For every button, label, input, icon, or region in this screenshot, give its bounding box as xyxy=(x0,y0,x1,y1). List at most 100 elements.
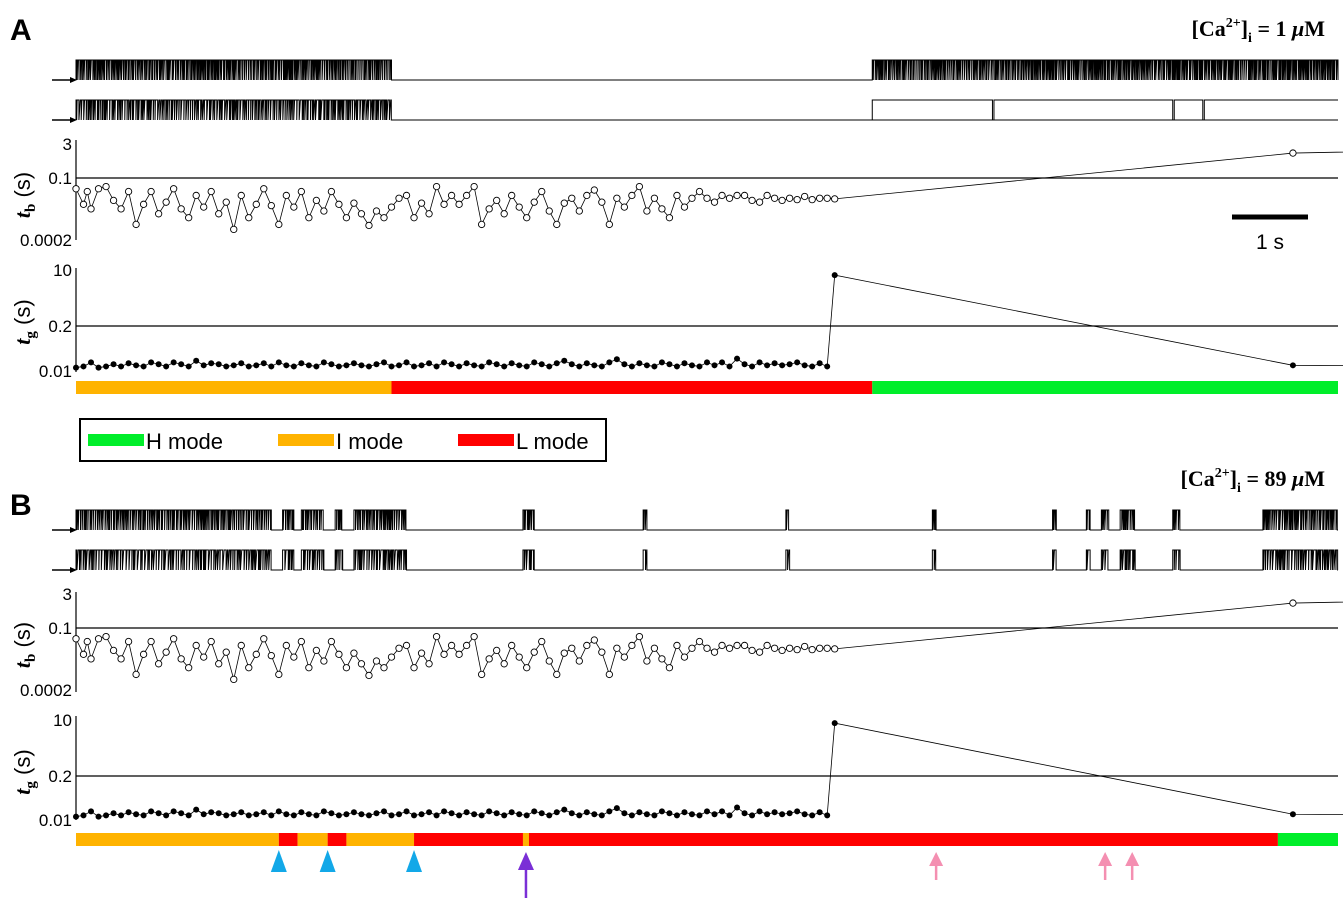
tb-point xyxy=(447,641,456,650)
tg-point xyxy=(396,811,403,818)
tb-tick-0.1-b: 0.1 xyxy=(48,619,72,638)
tb-point xyxy=(177,655,185,663)
calcium-label-a: [Ca2+]i = 1 μM xyxy=(1192,16,1326,46)
tg-point xyxy=(786,810,793,817)
tg-point xyxy=(433,812,440,819)
tb-point xyxy=(72,635,80,643)
tb-point xyxy=(793,195,801,204)
tg-point xyxy=(193,806,200,813)
tb-point xyxy=(230,225,238,234)
tg-point xyxy=(403,359,410,366)
tg-point xyxy=(441,808,448,815)
tg-point xyxy=(268,363,275,370)
tg-point xyxy=(456,363,463,370)
tb-point xyxy=(613,194,621,202)
tg-point xyxy=(148,808,155,815)
tg-point xyxy=(373,361,380,368)
tb-point xyxy=(575,657,583,665)
tb-point xyxy=(695,187,704,196)
tb-point xyxy=(320,657,328,665)
tb-point xyxy=(605,220,613,229)
tg-point xyxy=(561,357,568,364)
tg-point xyxy=(275,808,282,815)
tg-point xyxy=(245,363,252,370)
mode-segment-i xyxy=(76,381,392,394)
tb-point xyxy=(793,645,801,654)
tg-point xyxy=(704,359,710,366)
tg-point xyxy=(170,359,177,366)
tg-point xyxy=(831,272,838,279)
tb-point xyxy=(688,644,696,652)
tg-point xyxy=(350,360,357,367)
tb-point xyxy=(79,650,88,658)
tg-point xyxy=(786,361,793,368)
tg-point xyxy=(298,809,305,816)
tb-point xyxy=(94,185,103,193)
tb-point xyxy=(335,650,343,658)
tb-point xyxy=(770,644,779,652)
tb-point xyxy=(425,660,433,668)
tb-point xyxy=(432,182,441,191)
tg-point xyxy=(456,812,463,819)
tg-point xyxy=(140,363,147,370)
tg-point xyxy=(283,811,290,818)
tg-tick-0.2-b: 0.2 xyxy=(48,767,72,786)
tg-point xyxy=(666,361,673,368)
tg-point xyxy=(824,812,831,819)
tg-point xyxy=(388,363,395,370)
tg-point xyxy=(809,812,816,819)
tb-tick-0.0002-b: 0.0002 xyxy=(20,681,72,700)
tg-point xyxy=(658,359,665,366)
tb-point xyxy=(335,200,343,208)
tg-point xyxy=(155,810,162,817)
tg-point xyxy=(358,362,365,369)
tb-point xyxy=(455,200,463,208)
tb-point xyxy=(350,649,358,657)
tb-point xyxy=(327,637,336,646)
tg-tick-0.01-a: 0.01 xyxy=(39,362,72,381)
trace-path xyxy=(75,549,1339,571)
tg-series-line xyxy=(75,274,1343,369)
tg-point xyxy=(501,812,508,819)
tb-plot-a: 3 0.1 0.0002 tb (s) xyxy=(10,135,1343,250)
tb-point xyxy=(245,664,253,672)
tb-point xyxy=(290,203,298,211)
tg-point xyxy=(268,812,275,819)
tb-point xyxy=(117,205,125,213)
tb-point xyxy=(755,198,764,206)
tb-point xyxy=(312,646,321,655)
tg-point xyxy=(418,362,425,369)
tg-point xyxy=(358,811,365,818)
tb-point xyxy=(725,644,734,652)
tg-point xyxy=(328,810,335,817)
tb-point xyxy=(162,198,170,206)
tg-plot-a: 10 0.2 0.01 tg (s) xyxy=(10,261,1343,381)
tb-point xyxy=(673,641,681,650)
tb-point xyxy=(305,214,313,222)
tb-point xyxy=(320,207,328,215)
tb-point xyxy=(658,655,666,663)
tg-point xyxy=(260,809,267,816)
tg-point xyxy=(771,360,778,367)
tb-point xyxy=(545,207,553,215)
mode-legend: H mode I mode L mode xyxy=(79,418,607,462)
tb-point xyxy=(395,644,403,652)
tb-point xyxy=(530,648,538,656)
tb-point xyxy=(733,191,741,200)
tb-point xyxy=(477,220,486,229)
tb-point xyxy=(500,210,508,218)
tg-point xyxy=(245,812,252,819)
tg-point xyxy=(576,812,583,819)
mode-segment-h xyxy=(1277,833,1338,846)
legend-swatch-i xyxy=(278,434,334,446)
tg-point xyxy=(396,362,403,369)
tb-point xyxy=(410,664,418,672)
tb-point xyxy=(515,653,523,661)
legend-item-l: L mode xyxy=(458,429,589,454)
tg-point xyxy=(794,808,801,815)
tg-point xyxy=(418,811,425,818)
tb-point xyxy=(132,220,140,229)
tg-tick-10-b: 10 xyxy=(53,711,72,730)
tb-point xyxy=(402,641,411,650)
tb-point xyxy=(538,637,546,646)
